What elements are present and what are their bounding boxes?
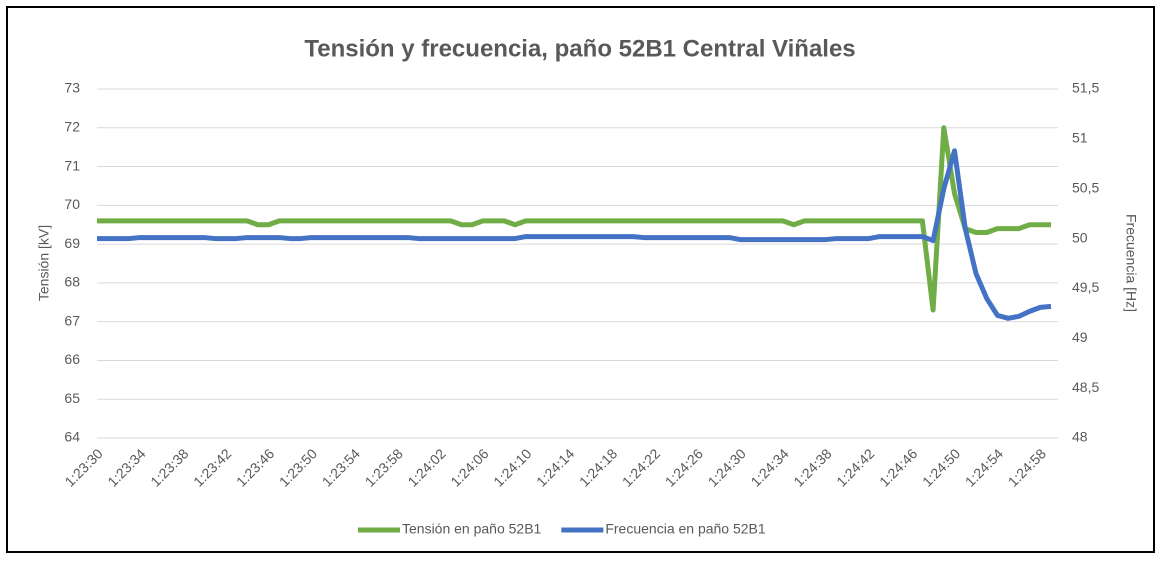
series-line bbox=[97, 148, 1052, 321]
legend-label: Frecuencia en paño 52B1 bbox=[605, 521, 766, 537]
y2-tick-label: 50 bbox=[1072, 229, 1088, 245]
series-line bbox=[97, 125, 1051, 313]
y-tick-label: 65 bbox=[64, 390, 80, 406]
y-tick-label: 71 bbox=[64, 157, 80, 173]
y-tick-label: 67 bbox=[64, 312, 80, 328]
y-tick-label: 73 bbox=[64, 80, 80, 96]
y-tick-label: 69 bbox=[64, 235, 80, 251]
y2-tick-label: 48,5 bbox=[1072, 379, 1099, 395]
y2-axis-label: Frecuencia [Hz] bbox=[1123, 214, 1139, 312]
chart-title: Tensión y frecuencia, paño 52B1 Central … bbox=[304, 35, 855, 62]
legend-label: Tensión en paño 52B1 bbox=[402, 521, 542, 537]
y-axis-label: Tensión [kV] bbox=[36, 225, 52, 301]
y2-tick-label: 50,5 bbox=[1072, 179, 1099, 195]
y-tick-label: 64 bbox=[64, 429, 80, 445]
y-tick-label: 70 bbox=[64, 196, 80, 212]
chart-border bbox=[6, 6, 1155, 553]
y-tick-label: 68 bbox=[64, 274, 80, 290]
y2-tick-label: 51 bbox=[1072, 130, 1088, 146]
y2-tick-label: 49 bbox=[1072, 329, 1088, 345]
y-tick-label: 66 bbox=[64, 351, 80, 367]
y2-tick-label: 49,5 bbox=[1072, 279, 1099, 295]
y2-tick-label: 48 bbox=[1072, 429, 1088, 445]
y-tick-label: 72 bbox=[64, 118, 80, 134]
y2-tick-label: 51,5 bbox=[1072, 80, 1099, 96]
